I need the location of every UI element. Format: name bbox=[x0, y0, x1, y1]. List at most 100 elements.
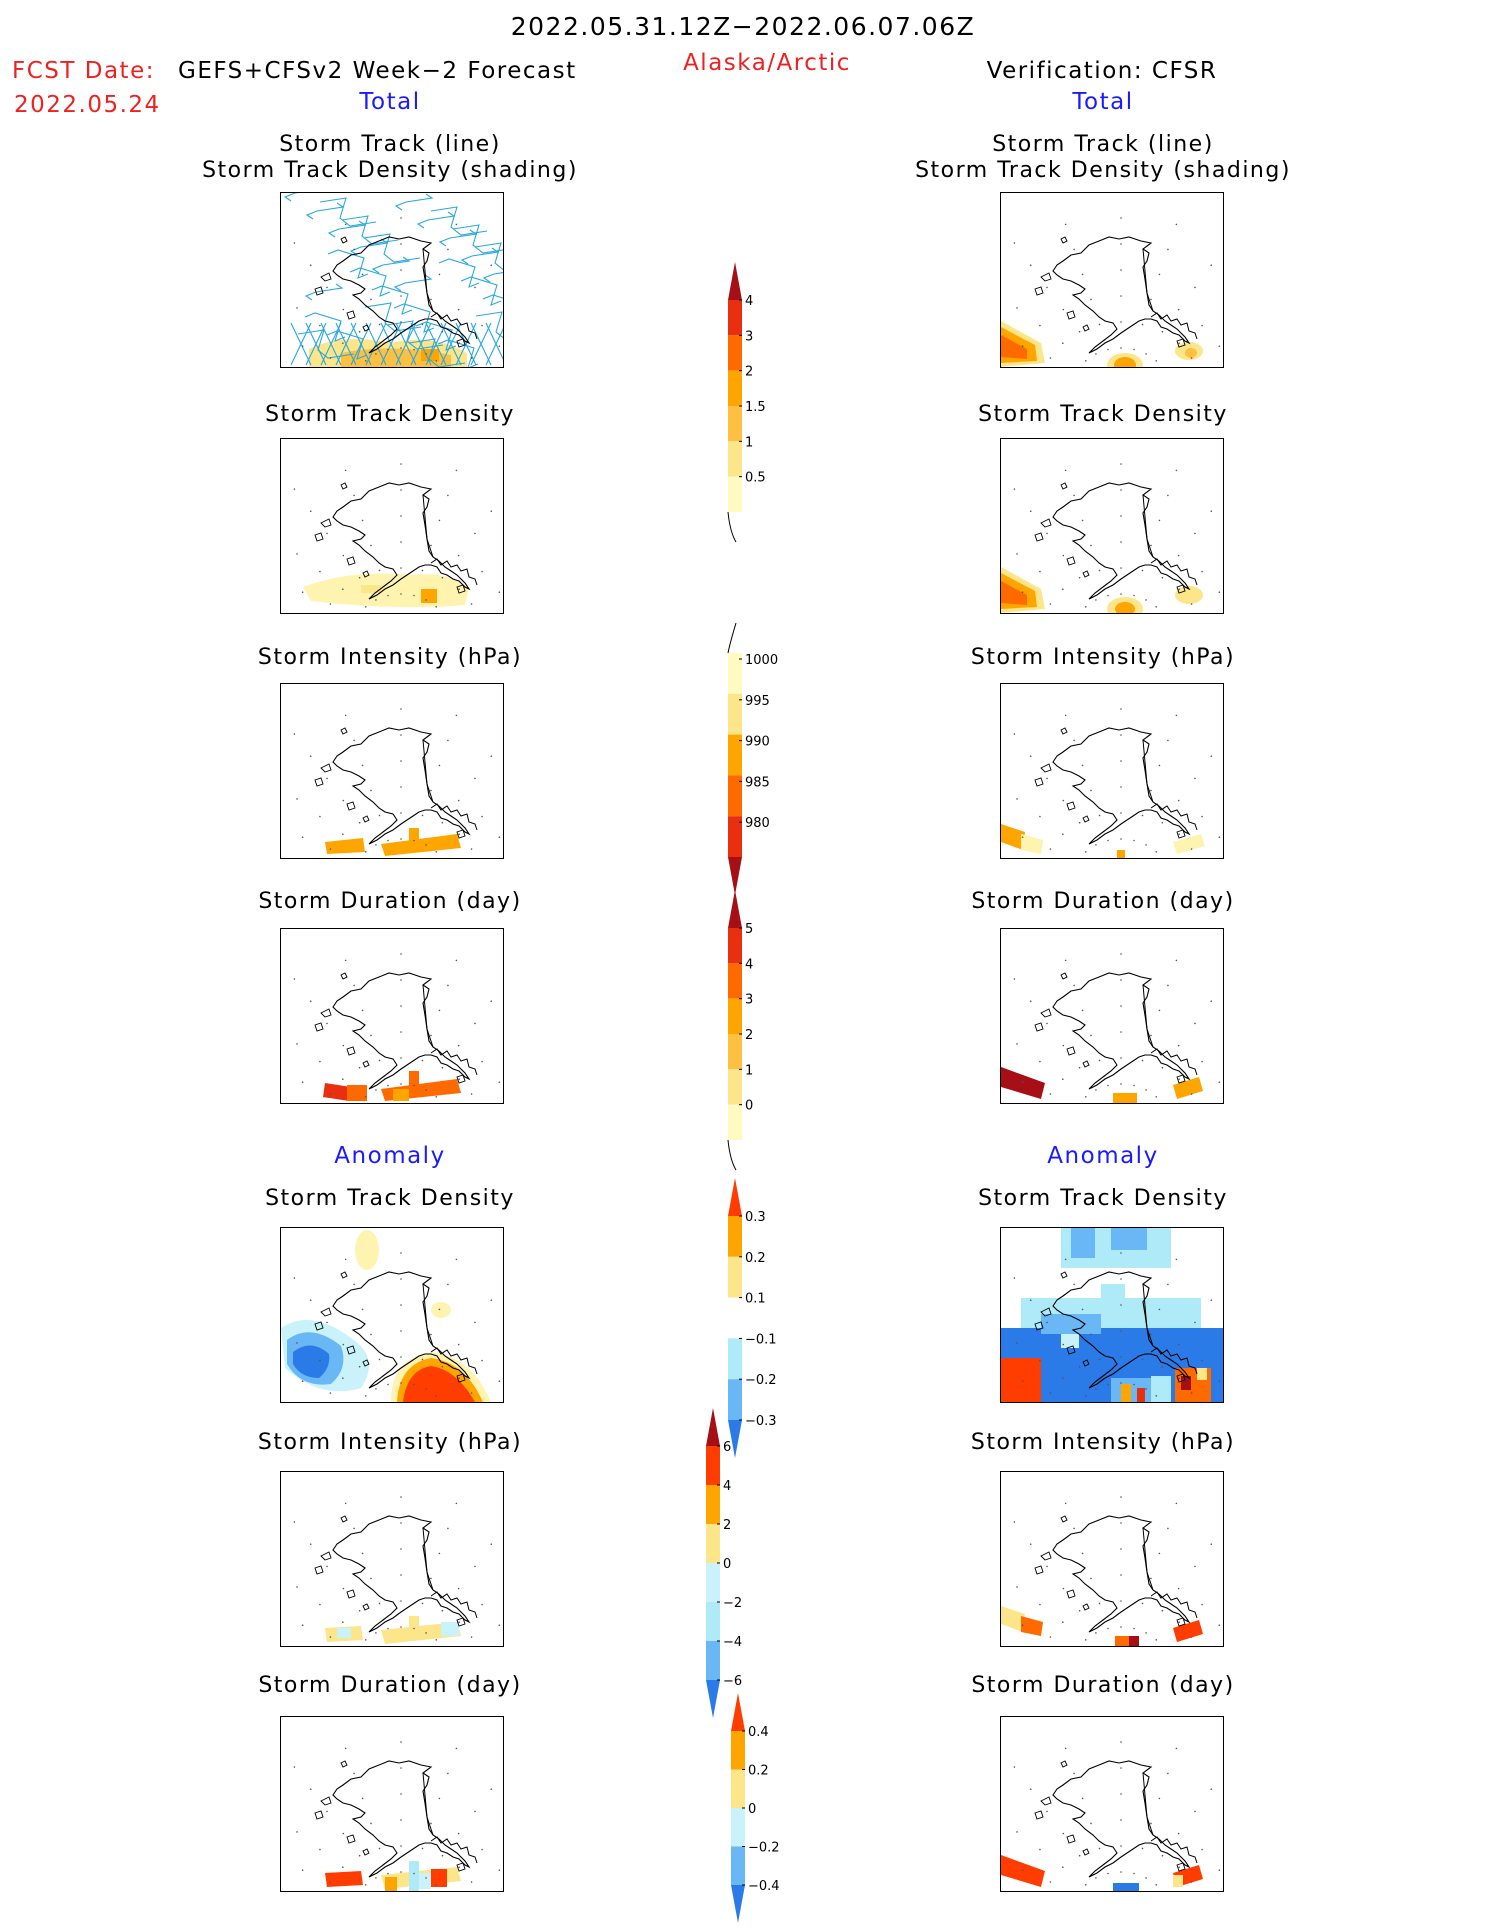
colorbar-label: 0 bbox=[723, 1557, 731, 1572]
colorbar-label: 2 bbox=[745, 1028, 753, 1043]
border-line bbox=[1142, 1527, 1154, 1591]
map-graticule bbox=[293, 953, 501, 1098]
coast-southeast bbox=[430, 1591, 478, 1619]
coastline bbox=[332, 1515, 471, 1633]
map-graticule bbox=[1013, 217, 1221, 362]
map-graticule bbox=[1013, 1496, 1221, 1641]
total-left: Total bbox=[359, 89, 421, 115]
title-duration-right: Storm Duration (day) bbox=[971, 889, 1235, 914]
colorbar-label: 0.2 bbox=[745, 1251, 766, 1266]
colorbar-label: 6 bbox=[723, 1440, 731, 1455]
map-duration-forecast bbox=[280, 928, 504, 1104]
map-graticule bbox=[293, 1741, 501, 1886]
border-line bbox=[422, 1772, 434, 1836]
colorbar-duration: 5 4 3 2 1 0 bbox=[722, 890, 782, 1174]
colorbar-anom-density: 0.3 0.2 0.1 −0.1 −0.2 −0.3 bbox=[722, 1178, 782, 1462]
coast-southeast bbox=[1150, 803, 1198, 831]
colorbar-label: −6 bbox=[723, 1674, 742, 1689]
colorbar-box bbox=[728, 816, 742, 857]
map-svg bbox=[293, 463, 501, 608]
colorbar-box bbox=[706, 1641, 720, 1680]
shading-layer bbox=[325, 828, 461, 856]
coastline bbox=[1052, 727, 1191, 845]
fcst-model: GEFS+CFSv2 Week−2 Forecast bbox=[178, 58, 577, 84]
map-svg bbox=[283, 193, 503, 367]
colorbar-box bbox=[728, 1379, 742, 1420]
colorbar-box bbox=[728, 693, 742, 735]
colorbar-top-triangle bbox=[731, 1693, 745, 1731]
colorbar-label: −0.4 bbox=[748, 1879, 780, 1894]
colorbar-label: 0.4 bbox=[748, 1725, 769, 1740]
border-line bbox=[1142, 494, 1154, 558]
title-intensity-left: Storm Intensity (hPa) bbox=[257, 645, 523, 670]
map-anom-density-forecast bbox=[280, 1227, 504, 1403]
colorbar-box bbox=[728, 370, 742, 406]
colorbar-box bbox=[728, 734, 742, 776]
colorbar-box bbox=[728, 406, 742, 442]
colorbar-label: 990 bbox=[745, 735, 770, 750]
colorbar-label: 4 bbox=[745, 957, 753, 972]
verification-label: Verification: CFSR bbox=[986, 58, 1218, 84]
shading-layer bbox=[1001, 321, 1203, 367]
map-svg bbox=[293, 1496, 501, 1644]
coast-southeast bbox=[430, 558, 478, 586]
colorbar-box bbox=[728, 300, 742, 336]
colorbar-box bbox=[728, 1297, 742, 1339]
anomaly-right: Anomaly bbox=[1047, 1143, 1159, 1169]
coastline bbox=[1052, 236, 1191, 354]
map-svg bbox=[281, 1230, 501, 1402]
coast-southeast bbox=[1150, 1347, 1198, 1375]
coastline bbox=[1052, 1760, 1191, 1878]
map-graticule bbox=[293, 1252, 501, 1397]
border-line bbox=[422, 739, 434, 803]
map-svg bbox=[1001, 1228, 1223, 1402]
coastline bbox=[332, 727, 471, 845]
region-label: Alaska/Arctic bbox=[683, 50, 851, 76]
total-right: Total bbox=[1072, 89, 1134, 115]
title-track-shading-right: Storm Track Density (shading) bbox=[915, 158, 1291, 183]
colorbar-box bbox=[728, 775, 742, 817]
shading-layer bbox=[325, 1861, 461, 1891]
colorbar-tail bbox=[727, 1139, 737, 1171]
coast-southeast bbox=[430, 1347, 478, 1375]
map-svg bbox=[1001, 953, 1221, 1103]
title-intensity-right: Storm Intensity (hPa) bbox=[970, 645, 1236, 670]
colorbar-box bbox=[728, 1069, 742, 1105]
colorbar-label: 0.3 bbox=[745, 1210, 766, 1225]
colorbar-anom-duration: 0.4 0.2 0 −0.2 −0.4 bbox=[725, 1693, 785, 1927]
map-svg bbox=[1001, 1741, 1221, 1891]
colorbar-bottom-triangle bbox=[728, 1420, 742, 1458]
shading-layer bbox=[1001, 1228, 1223, 1402]
coast-southeast bbox=[430, 312, 478, 340]
title-track-line-left: Storm Track (line) bbox=[279, 132, 501, 157]
map-svg bbox=[293, 708, 501, 856]
border-line bbox=[422, 984, 434, 1048]
colorbar-label: 4 bbox=[745, 294, 753, 309]
map-graticule bbox=[1013, 1741, 1221, 1886]
shading-layer bbox=[323, 1071, 461, 1101]
colorbar-label: 0 bbox=[748, 1802, 756, 1817]
border-line bbox=[1142, 739, 1154, 803]
shading-layer bbox=[1001, 1606, 1203, 1646]
colorbar-label: 0.5 bbox=[745, 471, 766, 486]
map-graticule bbox=[293, 217, 501, 362]
colorbar-label: 1 bbox=[745, 435, 753, 450]
colorbar-label: 980 bbox=[745, 816, 770, 831]
border-line bbox=[422, 1283, 434, 1347]
colorbar-label: 1 bbox=[745, 1063, 753, 1078]
colorbar-box bbox=[728, 928, 742, 964]
colorbar-label: 5 bbox=[745, 922, 753, 937]
title-anom-density-right: Storm Track Density bbox=[978, 1186, 1228, 1211]
coast-southeast bbox=[430, 803, 478, 831]
border-line bbox=[1142, 1283, 1154, 1347]
fcst-date: 2022.05.24 bbox=[14, 92, 161, 118]
title-density-left: Storm Track Density bbox=[265, 402, 515, 427]
map-anom-intensity-verification bbox=[1000, 1471, 1224, 1647]
map-track-verification bbox=[1000, 192, 1224, 368]
map-svg bbox=[1001, 463, 1221, 613]
border-line bbox=[422, 248, 434, 312]
map-intensity-verification bbox=[1000, 683, 1224, 859]
colorbar-tail bbox=[727, 511, 737, 543]
map-anom-intensity-forecast bbox=[280, 1471, 504, 1647]
coastline bbox=[332, 972, 471, 1090]
